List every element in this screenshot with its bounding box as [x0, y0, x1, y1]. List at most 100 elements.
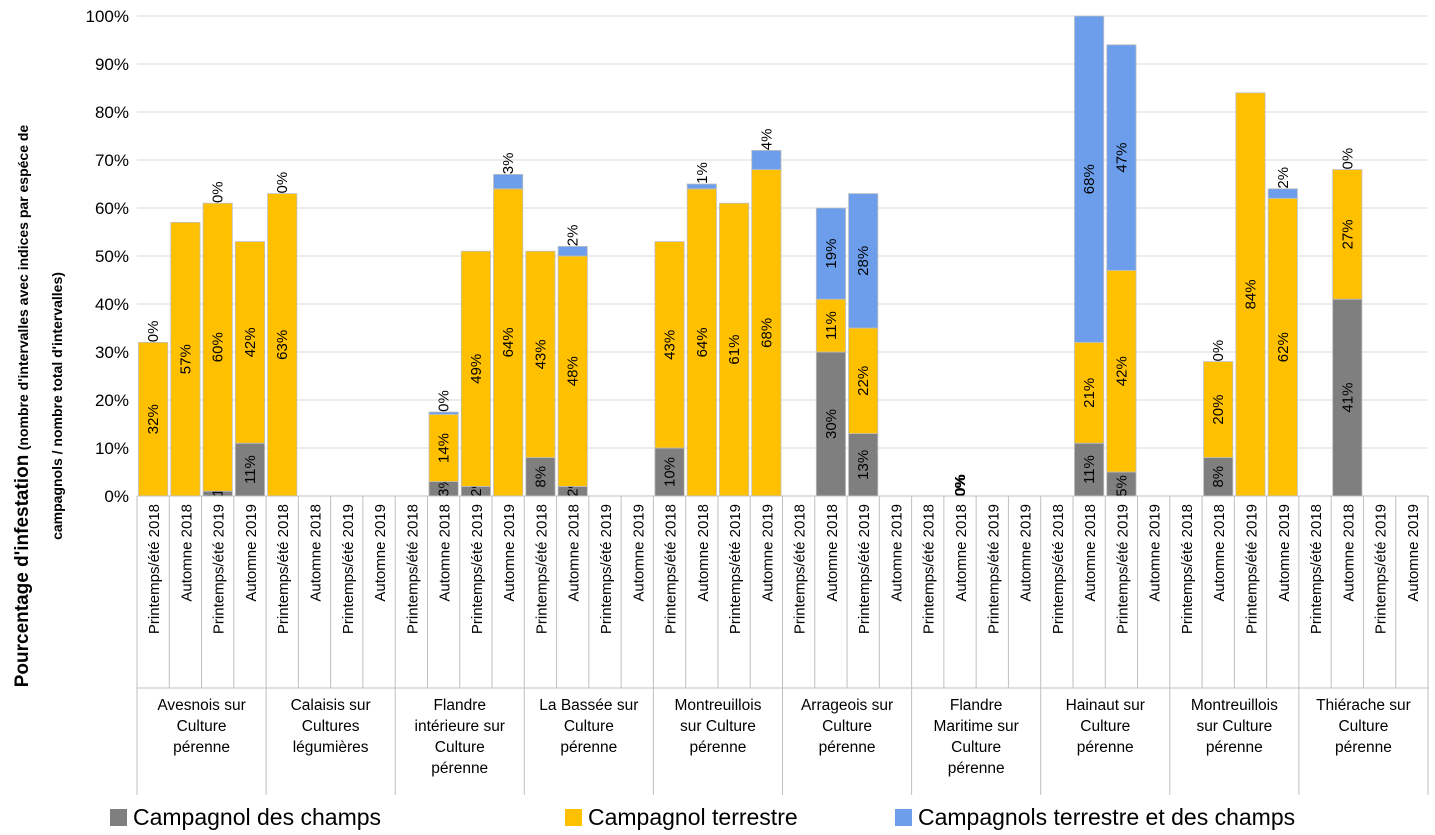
data-label: 0%: [1339, 148, 1356, 170]
bar-segment-campagnols-terrestre-et-des-champs: [686, 183, 717, 190]
data-label: 0%: [210, 181, 227, 203]
bar-segment-campagnol-des-champs: [525, 457, 556, 497]
y-axis-title: Pourcentage d'infestation (nombre d'inte…: [6, 16, 40, 796]
group-label: pérenne: [560, 739, 617, 756]
period-tick-label: Automne 2019: [243, 504, 260, 602]
data-label: 49%: [468, 354, 485, 384]
data-label: 84%: [1242, 279, 1259, 309]
data-label: 20%: [1210, 395, 1227, 425]
period-tick-label: Automne 2018: [437, 504, 454, 602]
group-label: Culture: [564, 718, 614, 735]
group-label: sur Culture: [1196, 718, 1272, 735]
period-tick-label: Printemps/été 2018: [663, 504, 680, 634]
group-label: Flandre: [433, 697, 486, 714]
group-label: Culture: [435, 739, 485, 756]
y-tick-label: 70%: [95, 151, 129, 170]
bar-segment-campagnol-terrestre: [493, 188, 524, 497]
group-label: pérenne: [1077, 739, 1134, 756]
legend-swatch: [895, 808, 912, 826]
data-label: 0%: [952, 474, 969, 496]
bar-segment-campagnol-terrestre: [1235, 92, 1266, 497]
group-label: sur Culture: [680, 718, 756, 735]
period-tick-label: Automne 2018: [824, 504, 841, 602]
bar-segment-campagnols-terrestre-et-des-champs: [848, 193, 879, 329]
period-tick-label: Automne 2018: [308, 504, 325, 602]
group-label: pérenne: [690, 739, 747, 756]
period-tick-label: Automne 2019: [1147, 504, 1164, 602]
data-label: 11%: [1081, 455, 1098, 484]
group-label: Thiérache sur: [1316, 697, 1411, 714]
data-label: 14%: [436, 433, 453, 463]
bar-segment-campagnol-des-champs: [1332, 298, 1363, 497]
period-tick-label: Automne 2018: [1340, 504, 1357, 602]
bar-segment-campagnols-terrestre-et-des-champs: [557, 245, 588, 257]
period-tick-label: Printemps/été 2018: [1179, 504, 1196, 634]
period-tick-label: Automne 2019: [1276, 504, 1293, 602]
data-label: 8%: [532, 466, 549, 488]
group-label: Calaisis sur: [291, 697, 371, 714]
group-label: pérenne: [431, 760, 488, 777]
group-label: légumières: [293, 739, 369, 756]
data-label: 0%: [274, 172, 291, 194]
group-label: Montreuillois: [1191, 697, 1278, 714]
bar-segment-campagnol-terrestre: [848, 327, 879, 434]
bar-segment-campagnol-terrestre: [1203, 361, 1234, 459]
period-tick-label: Printemps/été 2019: [1243, 504, 1260, 634]
y-tick-label: 90%: [95, 55, 129, 74]
period-tick-label: Printemps/été 2018: [533, 504, 550, 634]
data-label: 42%: [1113, 356, 1130, 386]
bar-segment-campagnol-des-champs: [848, 433, 879, 497]
bar-segment-campagnols-terrestre-et-des-champs: [1106, 44, 1137, 271]
bar-segment-campagnol-terrestre: [654, 241, 685, 449]
bar-segment-campagnols-terrestre-et-des-champs: [751, 149, 782, 170]
data-label: 0%: [145, 321, 162, 343]
y-tick-label: 30%: [95, 343, 129, 362]
data-label: 3%: [500, 153, 517, 175]
legend-label: Campagnols terrestre et des champs: [918, 803, 1296, 830]
data-label: 21%: [1081, 378, 1098, 408]
period-tick-label: Printemps/été 2018: [404, 504, 421, 634]
bar-segment-campagnols-terrestre-et-des-champs: [815, 207, 846, 300]
period-tick-label: Automne 2018: [566, 504, 583, 602]
group-label: Culture: [1080, 718, 1130, 735]
bar-segment-campagnol-terrestre: [460, 250, 491, 487]
data-label: 0%: [952, 475, 969, 497]
period-tick-label: Automne 2018: [953, 504, 970, 602]
group-label: pérenne: [1206, 739, 1263, 756]
bar-segment-campagnol-des-champs: [1074, 442, 1105, 497]
data-label: 68%: [1081, 164, 1098, 194]
bar-segment-campagnol-terrestre: [557, 255, 588, 487]
legend: Campagnol des champs Campagnol terrestre…: [110, 803, 1430, 831]
group-label: Montreuillois: [674, 697, 761, 714]
y-tick-label: 40%: [95, 295, 129, 314]
period-tick-label: Automne 2019: [759, 504, 776, 602]
period-tick-label: Printemps/été 2019: [469, 504, 486, 634]
data-label: 28%: [855, 246, 872, 276]
data-label: 57%: [177, 344, 194, 374]
period-tick-label: Printemps/été 2019: [598, 504, 615, 634]
period-tick-label: Automne 2019: [1405, 504, 1422, 602]
group-label: pérenne: [173, 739, 230, 756]
bar-segment-campagnol-terrestre: [1332, 169, 1363, 300]
period-tick-label: Printemps/été 2018: [792, 504, 809, 634]
data-label: 61%: [726, 335, 743, 365]
bar-segment-campagnol-terrestre: [234, 241, 265, 444]
group-label: Maritime sur: [934, 718, 1019, 735]
y-tick-label: 80%: [95, 103, 129, 122]
group-label: Culture: [177, 718, 227, 735]
period-tick-label: Printemps/été 2019: [1114, 504, 1131, 634]
y-tick-label: 60%: [95, 199, 129, 218]
bar-segment-campagnols-terrestre-et-des-champs: [1074, 15, 1105, 343]
bar-segment-campagnol-des-champs: [1203, 457, 1234, 497]
period-tick-label: Automne 2018: [178, 504, 195, 602]
data-label: 22%: [855, 366, 872, 396]
period-tick-label: Printemps/été 2018: [275, 504, 292, 634]
data-label: 63%: [274, 330, 291, 360]
data-label: 19%: [823, 239, 840, 269]
y-axis-title-sub-2: campagnols / nombre total d'intervalles): [49, 272, 65, 540]
data-label: 43%: [532, 339, 549, 369]
bar-segment-campagnol-terrestre: [428, 413, 459, 482]
period-tick-label: Printemps/été 2019: [727, 504, 744, 634]
data-label: 62%: [1275, 332, 1292, 362]
period-tick-label: Automne 2018: [1211, 504, 1228, 602]
